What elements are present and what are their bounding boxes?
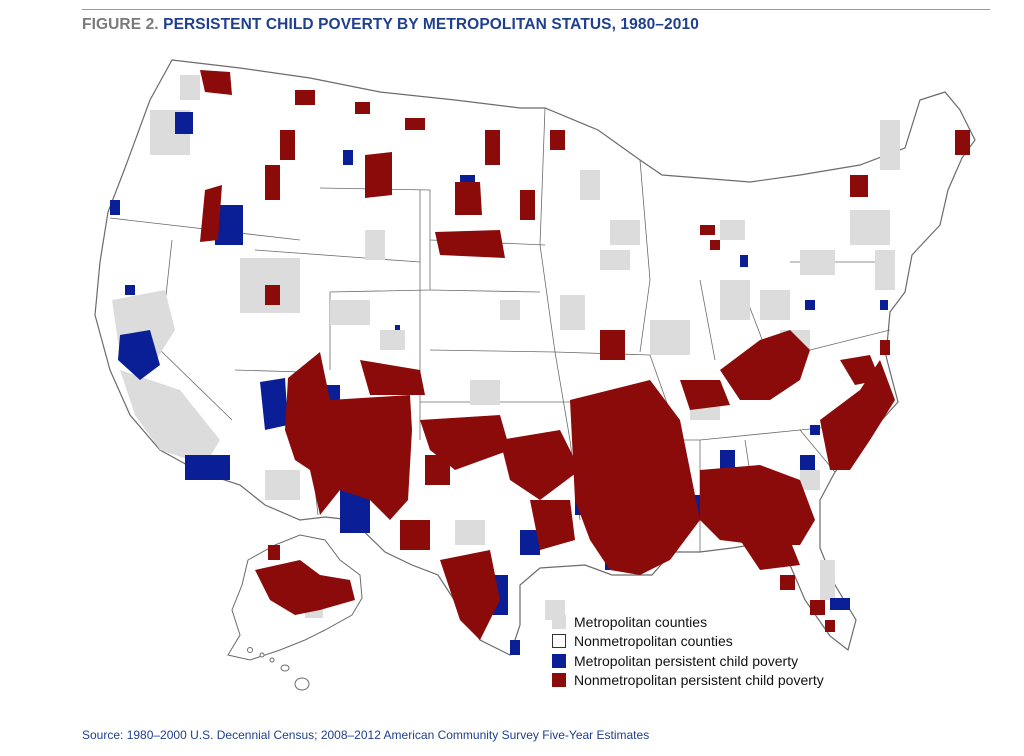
hawaii-islands xyxy=(247,647,310,691)
top-rule xyxy=(82,9,990,10)
legend-label-metro-poverty: Metropolitan persistent child poverty xyxy=(574,652,799,669)
us-county-map xyxy=(94,59,976,691)
legend-swatch-nonmetropolitan xyxy=(552,634,566,649)
legend-item-metro-poverty: Metropolitan persistent child poverty xyxy=(552,651,824,671)
legend-swatch-metropolitan xyxy=(552,614,566,629)
legend-item-nonmetro-poverty: Nonmetropolitan persistent child poverty xyxy=(552,671,824,691)
source-note: Source: 1980–2000 U.S. Decennial Census;… xyxy=(82,728,650,742)
legend-label-nonmetro-poverty: Nonmetropolitan persistent child poverty xyxy=(574,672,824,689)
nonmetropolitan-poverty-counties xyxy=(200,70,970,640)
legend-swatch-nonmetro-poverty xyxy=(552,673,566,688)
legend-label-nonmetropolitan: Nonmetropolitan counties xyxy=(574,633,733,650)
figure-title: FIGURE 2. PERSISTENT CHILD POVERTY BY ME… xyxy=(82,16,699,34)
legend-swatch-metro-poverty xyxy=(552,653,566,668)
legend-item-nonmetropolitan: Nonmetropolitan counties xyxy=(552,632,824,652)
legend: Metropolitan counties Nonmetropolitan co… xyxy=(552,612,824,690)
legend-item-metropolitan: Metropolitan counties xyxy=(552,612,824,632)
legend-label-metropolitan: Metropolitan counties xyxy=(574,613,708,630)
contiguous-us-outline xyxy=(94,59,976,656)
figure-title-text: PERSISTENT CHILD POVERTY BY METROPOLITAN… xyxy=(163,16,699,33)
figure-label: FIGURE 2. xyxy=(82,16,159,33)
